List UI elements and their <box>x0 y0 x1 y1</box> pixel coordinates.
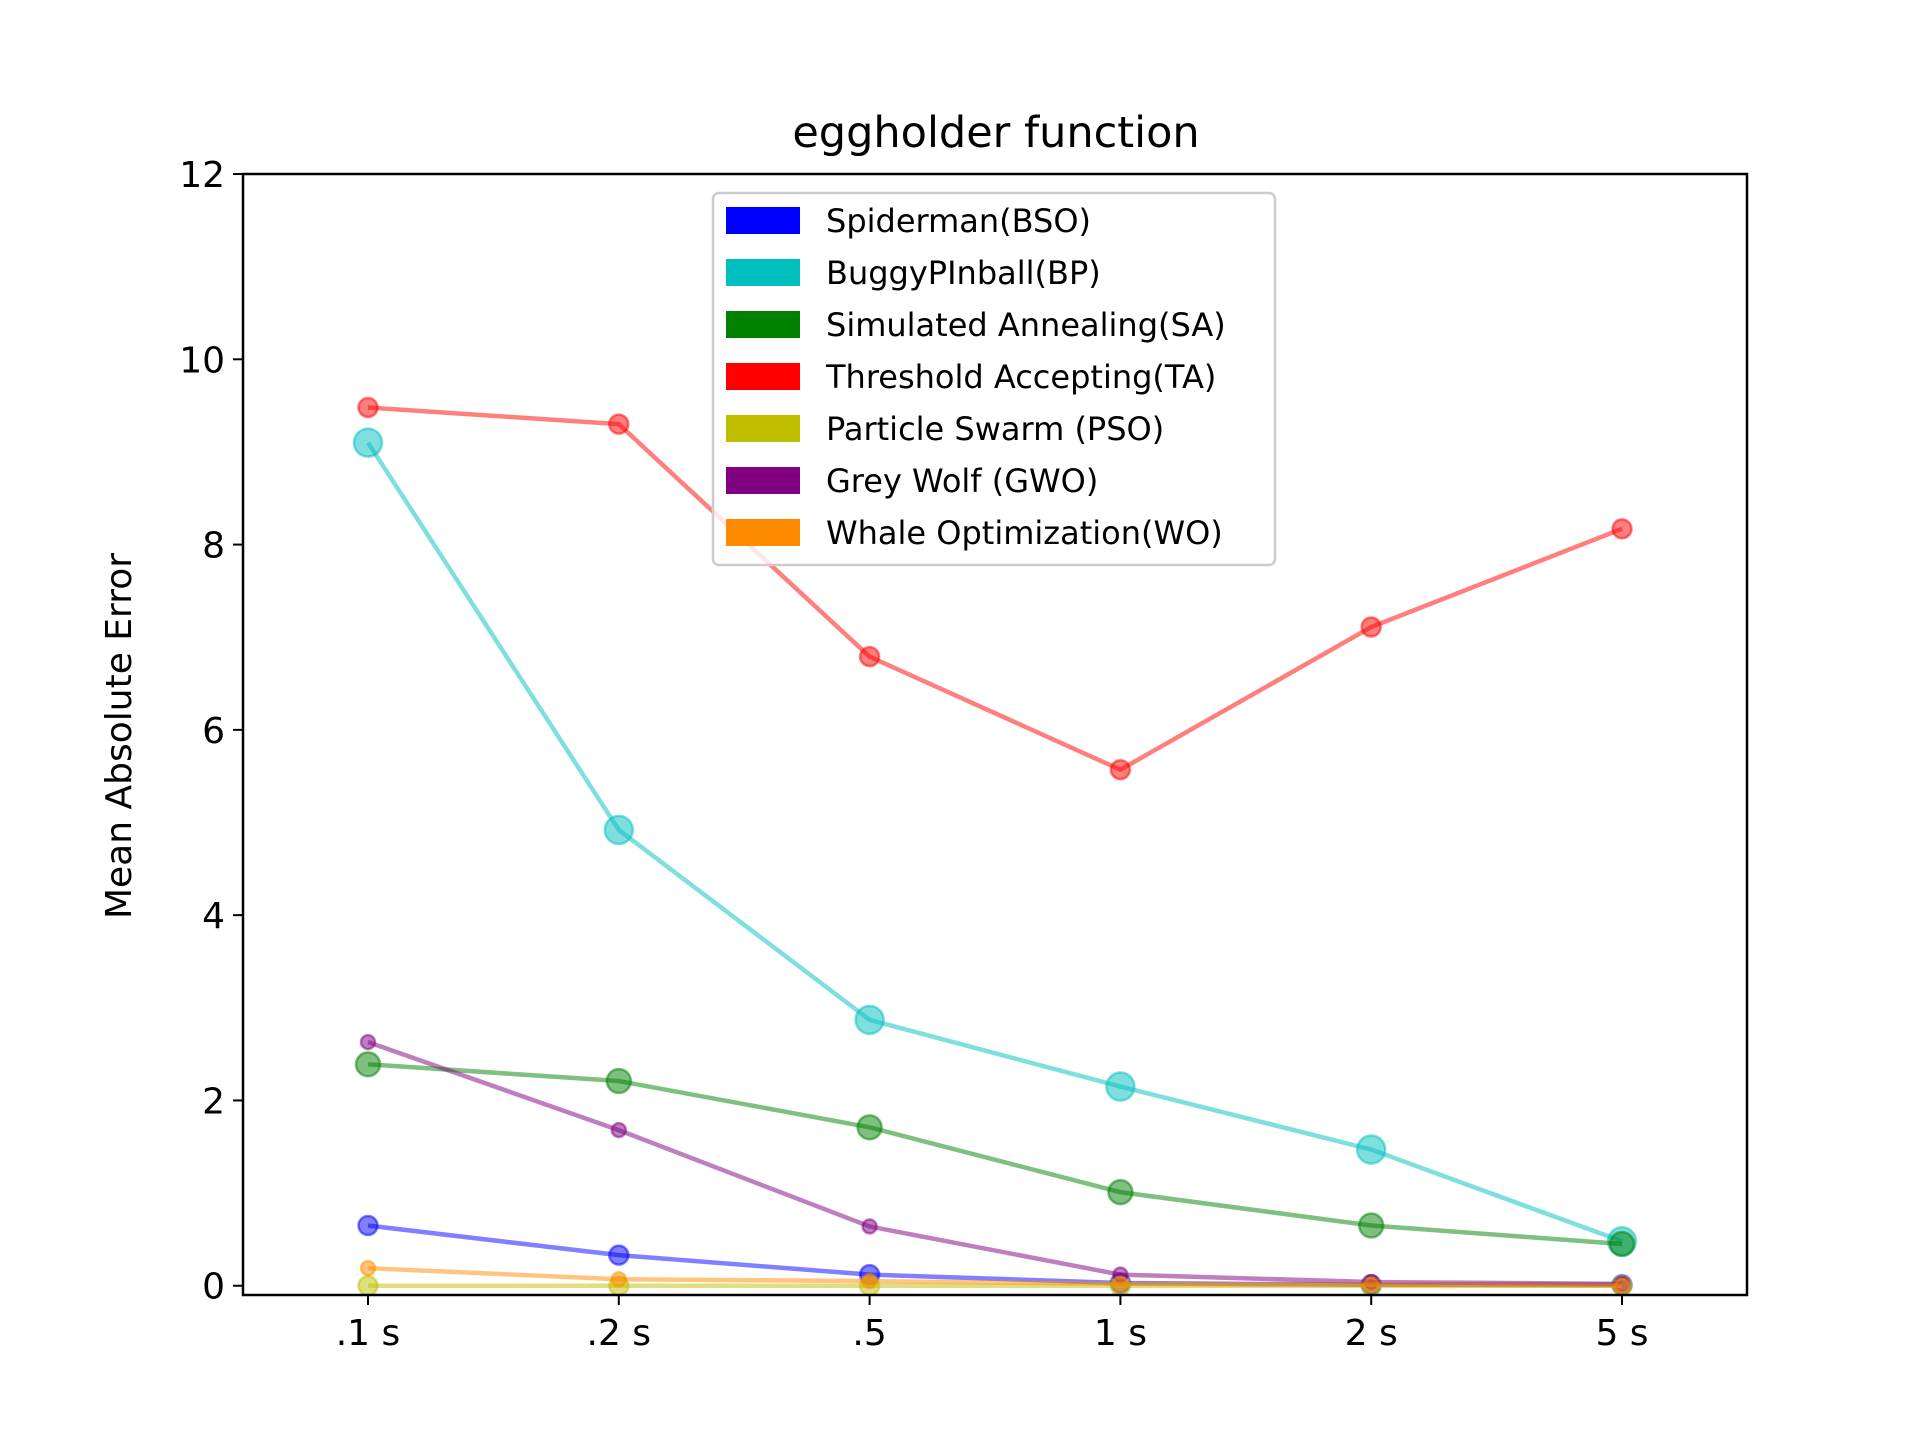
series-2 <box>354 1051 1636 1258</box>
y-tick-label: 0 <box>202 1267 225 1308</box>
x-tick-label: 5 s <box>1595 1313 1648 1354</box>
data-point <box>861 1218 878 1235</box>
x-tick-label: 2 s <box>1345 1313 1398 1354</box>
data-point <box>1613 1277 1631 1294</box>
legend-swatch <box>726 519 800 546</box>
y-tick-label: 12 <box>179 155 225 196</box>
x-tick-label: .2 s <box>587 1313 652 1354</box>
plot-frame <box>241 172 1749 1297</box>
series-line <box>366 441 1623 1244</box>
chart-title: eggholder function <box>792 108 1199 158</box>
data-point <box>1357 1212 1385 1239</box>
series-6 <box>359 1259 1631 1294</box>
data-point <box>1109 758 1132 781</box>
data-point <box>1112 1275 1129 1293</box>
data-point <box>1355 1134 1387 1165</box>
data-point <box>608 1244 630 1266</box>
data-point <box>610 1271 628 1288</box>
data-point <box>359 1033 377 1051</box>
data-point <box>858 645 881 668</box>
legend-swatch <box>726 259 800 286</box>
data-point <box>1362 1276 1380 1294</box>
legend-swatch <box>726 363 800 390</box>
y-tick-label: 2 <box>202 1081 225 1122</box>
legend-swatch <box>726 415 800 442</box>
series-line <box>367 405 1623 772</box>
legend-label: Spiderman(BSO) <box>826 202 1091 240</box>
data-point <box>357 1214 379 1237</box>
y-tick-label: 10 <box>179 340 225 381</box>
legend: Spiderman(BSO) BuggyPInball(BP) Simulated … <box>711 191 1277 567</box>
legend-label: Whale Optimization(WO) <box>826 514 1223 552</box>
y-tick-label: 6 <box>202 711 225 752</box>
data-point <box>854 1004 885 1036</box>
legend-label: Threshold Accepting(TA) <box>825 358 1216 396</box>
series-line <box>367 1265 1623 1288</box>
data-point <box>1611 518 1633 540</box>
data-point <box>1107 1178 1134 1206</box>
data-point <box>861 1272 878 1290</box>
series-layer <box>352 396 1638 1297</box>
y-tick-label: 4 <box>202 896 225 937</box>
data-point <box>1608 1230 1636 1258</box>
data-point <box>1105 1071 1136 1102</box>
legend-label: Grey Wolf (GWO) <box>826 462 1098 500</box>
legend-label: Simulated Annealing(SA) <box>826 306 1226 344</box>
data-point <box>603 814 635 846</box>
legend-swatch <box>726 467 800 494</box>
legend-swatch <box>726 311 800 338</box>
series-line <box>367 1039 1623 1287</box>
legend-label: Particle Swarm (PSO) <box>826 410 1164 448</box>
data-point <box>352 427 384 458</box>
data-point <box>608 413 630 435</box>
x-tick-label: .1 s <box>336 1313 401 1354</box>
data-point <box>856 1114 883 1141</box>
y-tick-label: 8 <box>202 526 225 567</box>
x-tick-label: 1 s <box>1094 1313 1147 1354</box>
legend-label: BuggyPInball(BP) <box>826 254 1101 292</box>
series-line <box>367 1062 1623 1247</box>
data-point <box>357 396 379 419</box>
data-point <box>610 1121 628 1139</box>
data-point <box>359 1259 377 1277</box>
x-tick-label: .5 <box>852 1313 886 1354</box>
legend-box <box>711 191 1277 567</box>
legend-swatch <box>726 207 800 234</box>
data-point <box>1360 616 1382 638</box>
data-point <box>354 1051 382 1078</box>
series-3 <box>357 396 1633 781</box>
data-point <box>605 1067 633 1095</box>
axis-ticks: 0 2 4 6 8 10 12 .1 s .2 s .5 1 s 2 s 5 s <box>179 155 1648 1354</box>
data-point <box>357 1274 379 1297</box>
y-axis-label: Mean Absolute Error <box>99 553 140 919</box>
